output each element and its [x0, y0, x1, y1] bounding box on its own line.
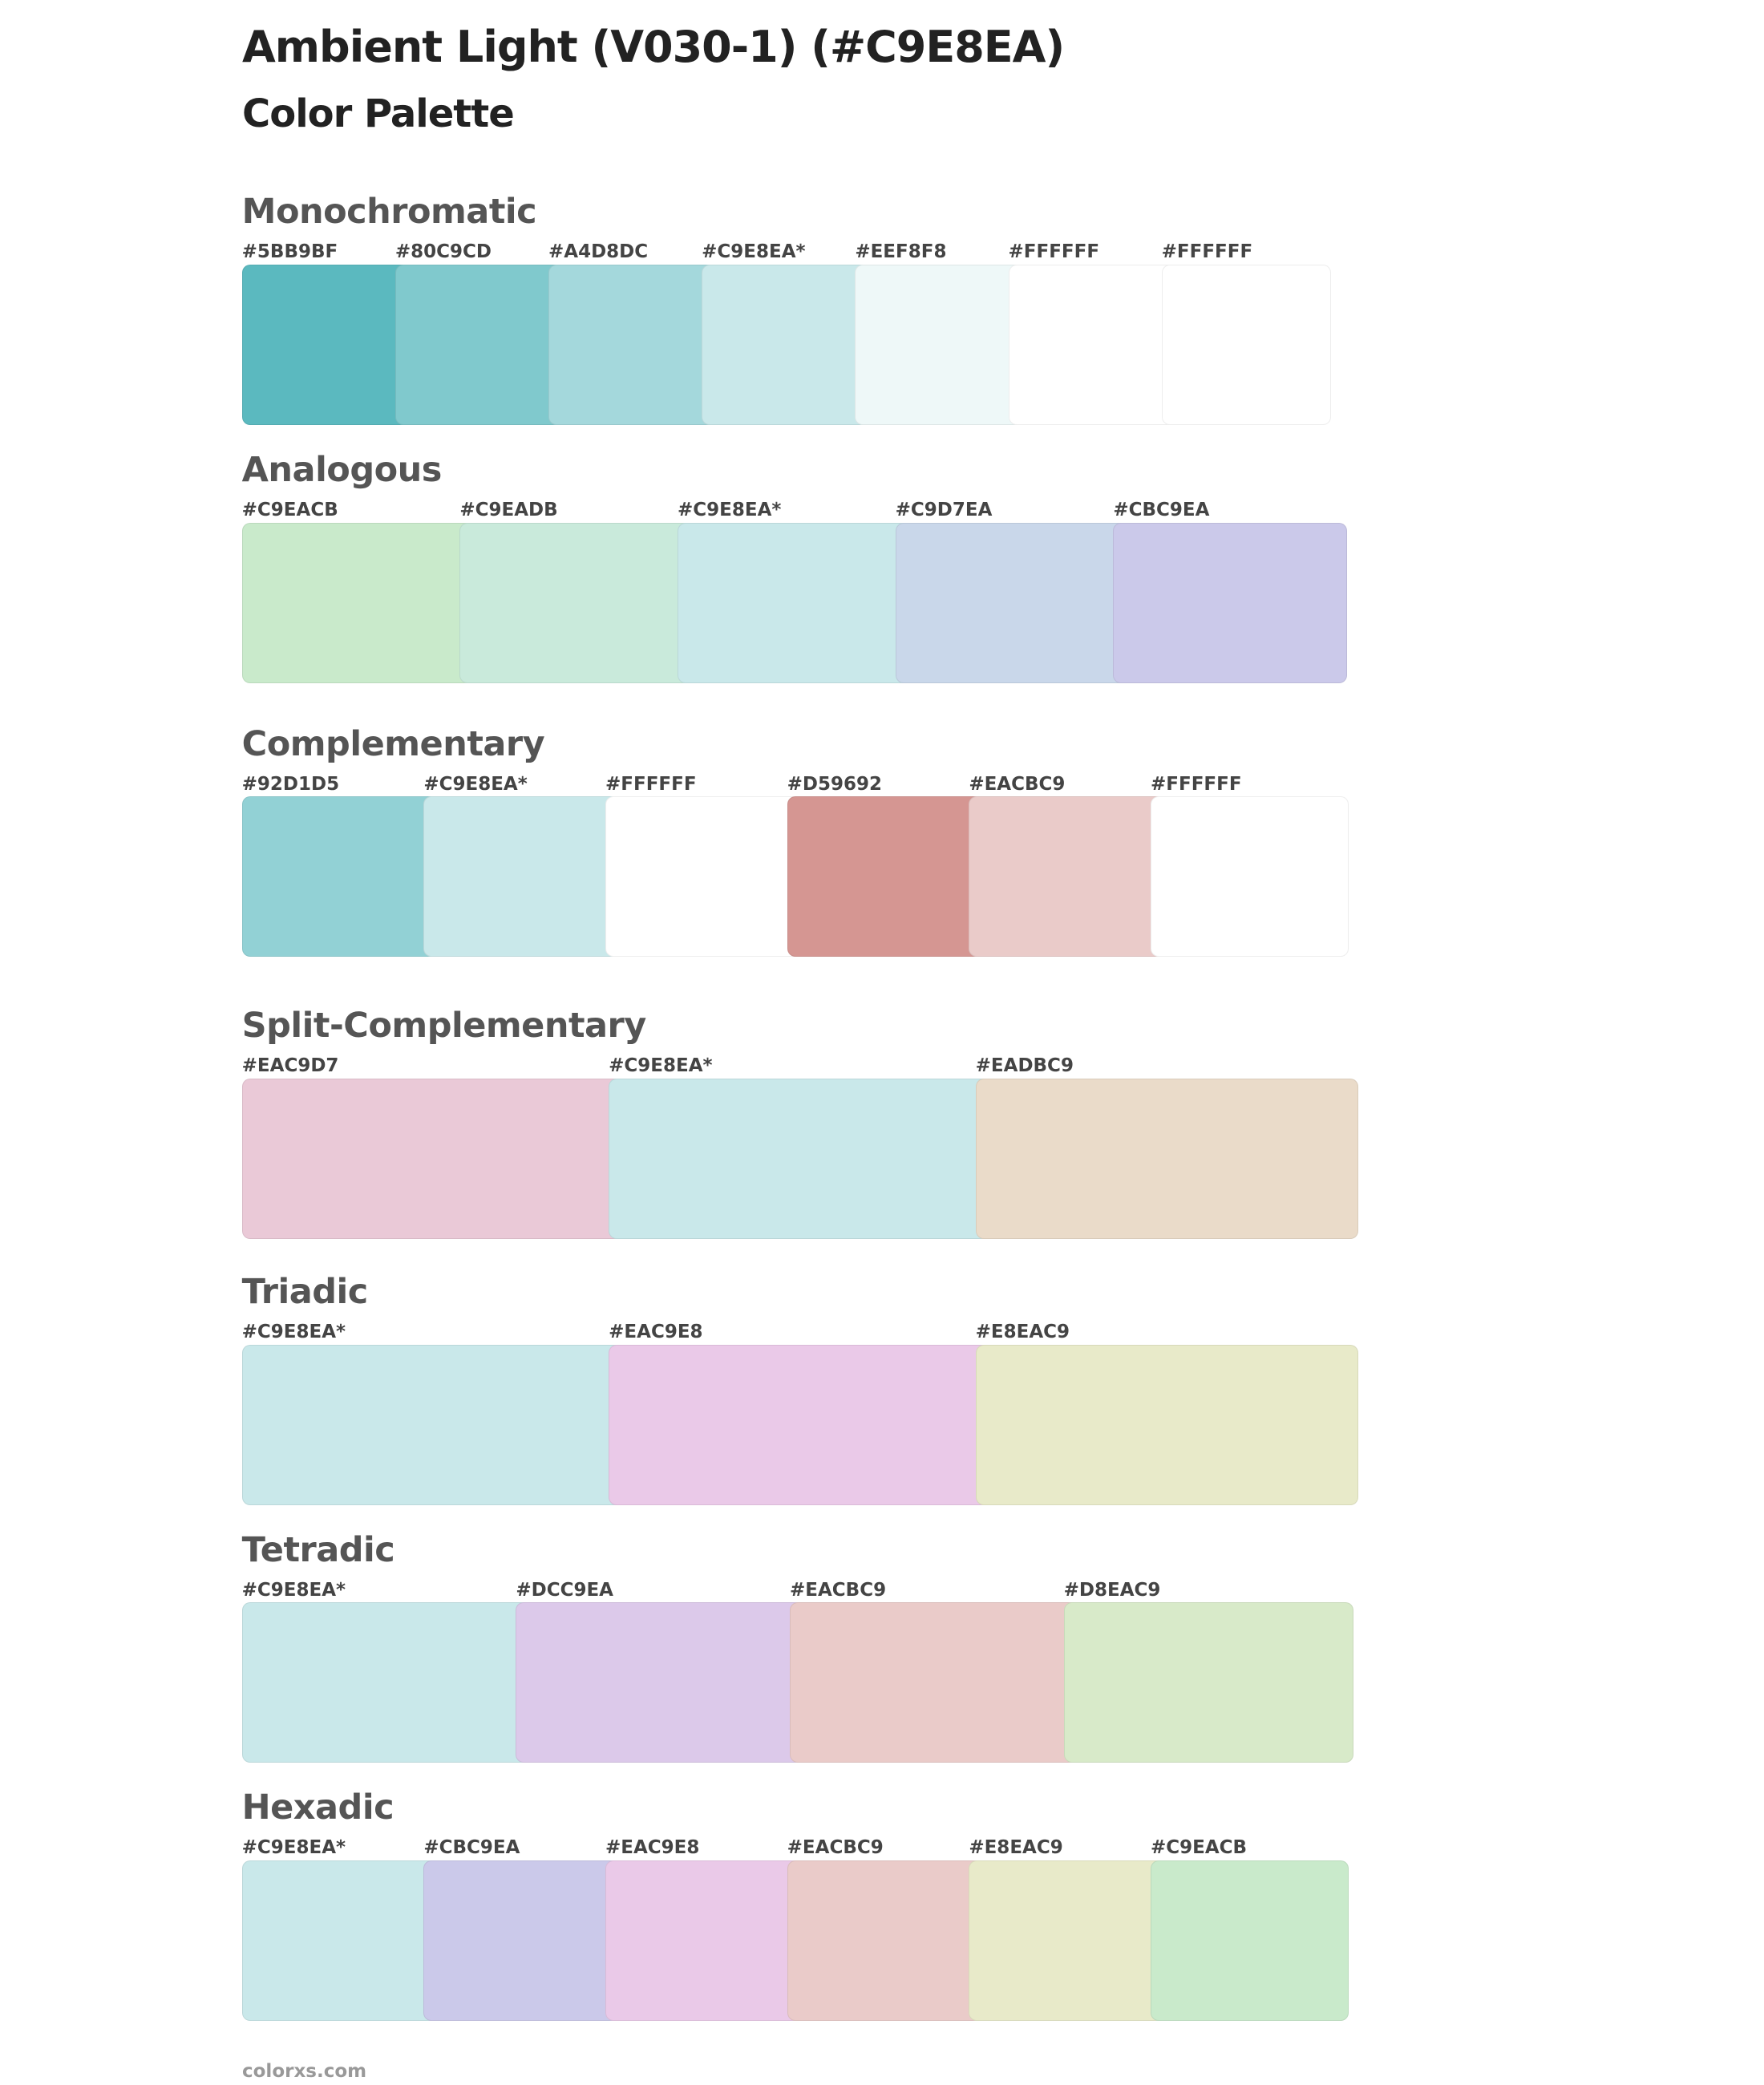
page-subtitle: Color Palette: [242, 91, 515, 136]
swatch-label: #FFFFFF: [1151, 773, 1242, 795]
section-title: Hexadic: [241, 1787, 394, 1828]
color-swatch: [895, 522, 1130, 683]
color-swatch: [241, 796, 440, 957]
color-swatch: [678, 522, 912, 683]
swatch-label: #EAC9D7: [241, 1055, 339, 1077]
color-swatch: [969, 1860, 1167, 2021]
swatch-label: #D8EAC9: [1063, 1579, 1161, 1601]
swatch-label: #EACBC9: [969, 773, 1066, 795]
color-swatch: [702, 265, 872, 425]
color-swatch: [1113, 522, 1347, 683]
swatch-label: #FFFFFF: [605, 773, 697, 795]
section-title: Analogous: [241, 450, 443, 490]
color-swatch: [423, 796, 621, 957]
color-swatch: [790, 1602, 1080, 1763]
color-swatch: [609, 1079, 992, 1239]
color-swatch: [241, 1860, 440, 2021]
swatch-label: #C9E8EA*: [241, 1837, 346, 1859]
color-swatch: [241, 522, 476, 683]
color-swatch: [459, 522, 694, 683]
swatch-label: #C9EACB: [241, 500, 338, 520]
section-title: Monochromatic: [241, 192, 537, 233]
color-swatch: [1161, 265, 1331, 425]
swatch-label: #C9E8EA*: [609, 1055, 713, 1077]
footer-link[interactable]: colorxs.com: [242, 2061, 367, 2082]
color-swatch: [241, 1079, 625, 1239]
section-title: Tetradic: [241, 1529, 395, 1570]
color-swatch: [1008, 265, 1178, 425]
swatch-label: #FFFFFF: [1008, 241, 1100, 263]
swatch-label: #C9EACB: [1151, 1837, 1248, 1859]
swatch-label: #E8EAC9: [975, 1322, 1070, 1342]
swatch-label: #CBC9EA: [1113, 500, 1210, 520]
swatch-label: #D59692: [787, 773, 883, 795]
color-swatch: [1063, 1602, 1354, 1763]
color-swatch: [605, 1860, 803, 2021]
swatch-label: #5BB9BF: [241, 241, 338, 263]
swatch-label: #C9D7EA: [895, 500, 993, 520]
swatch-label: #EACBC9: [790, 1579, 887, 1601]
color-swatch: [975, 1079, 1359, 1239]
color-swatch: [548, 265, 718, 425]
swatch-label: #EACBC9: [787, 1837, 884, 1859]
swatch-label: #C9E8EA*: [678, 500, 782, 520]
color-swatch: [423, 1860, 621, 2021]
swatch-label: #80C9CD: [394, 241, 492, 263]
color-swatch: [975, 1344, 1359, 1505]
swatch-label: #C9E8EA*: [702, 241, 806, 263]
section-title: Complementary: [241, 723, 545, 764]
swatch-label: #EAC9E8: [605, 1837, 700, 1859]
color-swatch: [787, 1860, 985, 2021]
swatch-label: #C9EADB: [459, 500, 558, 520]
color-swatch: [516, 1602, 806, 1763]
swatch-label: #C9E8EA*: [241, 1322, 346, 1342]
swatch-label: #CBC9EA: [423, 1837, 520, 1859]
section-title: Split-Complementary: [241, 1006, 647, 1047]
swatch-label: #DCC9EA: [516, 1579, 613, 1601]
color-swatch: [787, 796, 985, 957]
swatch-label: #E8EAC9: [969, 1837, 1063, 1859]
swatch-label: #FFFFFF: [1161, 241, 1253, 263]
color-swatch: [394, 265, 564, 425]
color-swatch: [241, 265, 411, 425]
color-swatch: [241, 1602, 532, 1763]
swatch-label: #EADBC9: [975, 1055, 1074, 1077]
color-swatch: [241, 1344, 625, 1505]
color-swatch: [855, 265, 1025, 425]
color-swatch: [969, 796, 1167, 957]
page-title: Ambient Light (V030-1) (#C9E8EA): [242, 22, 1065, 72]
swatch-label: #C9E8EA*: [423, 773, 528, 795]
swatch-label: #EEF8F8: [855, 241, 947, 263]
swatch-label: #A4D8DC: [548, 241, 649, 263]
color-swatch: [1151, 1860, 1349, 2021]
swatch-label: #C9E8EA*: [241, 1579, 346, 1601]
color-swatch: [605, 796, 803, 957]
section-title: Triadic: [241, 1272, 369, 1312]
color-swatch: [1151, 796, 1349, 957]
swatch-label: #92D1D5: [241, 773, 340, 795]
swatch-label: #EAC9E8: [609, 1322, 703, 1342]
color-swatch: [609, 1344, 992, 1505]
